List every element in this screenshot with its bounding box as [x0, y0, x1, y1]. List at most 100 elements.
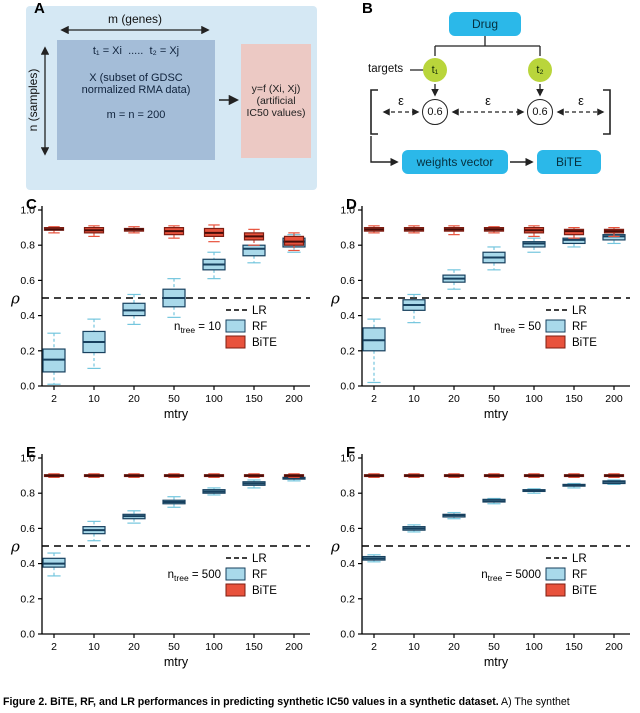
- chart-panel-d: D 0.0 0.2 0.4 0.6 0.8 1.0 2 10 20 50 100 150 200 mtry…: [320, 196, 640, 444]
- svg-text:0.8: 0.8: [340, 240, 355, 252]
- svg-text:ρ: ρ: [10, 537, 20, 555]
- epsilon-label-left: ε: [398, 93, 404, 108]
- svg-text:BiTE: BiTE: [252, 585, 277, 597]
- svg-text:2: 2: [51, 641, 57, 653]
- svg-text:0.2: 0.2: [340, 593, 355, 605]
- svg-text:1.0: 1.0: [20, 453, 35, 465]
- bracket-to-weights-arrow: [370, 136, 399, 167]
- panel-e-letter: E: [26, 444, 37, 461]
- svg-text:150: 150: [245, 641, 263, 653]
- svg-text:200: 200: [285, 393, 303, 405]
- matrix-header: t₁ = Xi ..... t₂ = Xj: [92, 45, 180, 57]
- svg-text:0.6: 0.6: [340, 523, 355, 535]
- svg-text:0.4: 0.4: [20, 558, 35, 570]
- svg-text:mtry: mtry: [484, 407, 509, 421]
- panel-a-arrows: [40, 25, 240, 156]
- drug-box: Drug: [449, 12, 521, 36]
- svg-text:RF: RF: [252, 321, 267, 333]
- caption-bold-text: Figure 2. BiTE, RF, and LR performances …: [3, 696, 499, 708]
- svg-text:0.0: 0.0: [20, 629, 35, 641]
- svg-text:LR: LR: [252, 305, 267, 317]
- svg-text:150: 150: [565, 641, 583, 653]
- boxplot-ntree-5000: 0.0 0.2 0.4 0.6 0.8 1.0 2 10 20 50 100 150 200 mtry ρ L…: [330, 453, 630, 669]
- svg-text:1.0: 1.0: [340, 205, 355, 217]
- panel-c-letter: C: [26, 196, 37, 213]
- svg-text:50: 50: [488, 641, 500, 653]
- boxplot-ntree-50: 0.0 0.2 0.4 0.6 0.8 1.0 2 10 20 50 100 150 200 mtry ρ L…: [330, 205, 630, 421]
- caption-regular-text: A) The synthet: [498, 696, 570, 708]
- svg-text:0.4: 0.4: [20, 310, 35, 322]
- svg-text:0.2: 0.2: [340, 345, 355, 357]
- panel-a: A m (genes) n (samples) t₁ = Xi ..... t₂…: [0, 0, 320, 196]
- drug-branch-lines: [434, 36, 541, 56]
- svg-text:mtry: mtry: [484, 655, 509, 669]
- svg-text:10: 10: [408, 641, 420, 653]
- svg-text:50: 50: [168, 641, 180, 653]
- panel-d-letter: D: [346, 196, 357, 213]
- panel-a-letter: A: [34, 0, 45, 17]
- n-samples-label: n (samples): [26, 68, 40, 132]
- svg-text:ntree = 10: ntree = 10: [174, 321, 221, 335]
- bite-box: BiTE: [537, 150, 601, 174]
- svg-text:20: 20: [448, 641, 460, 653]
- svg-text:0.0: 0.0: [20, 381, 35, 393]
- svg-text:100: 100: [205, 641, 223, 653]
- epsilon-label-middle: ε: [485, 93, 491, 108]
- svg-text:150: 150: [565, 393, 583, 405]
- matrix-dimensions: m = n = 200: [106, 109, 166, 121]
- svg-text:0.8: 0.8: [340, 488, 355, 500]
- svg-text:RF: RF: [572, 569, 587, 581]
- svg-text:0.8: 0.8: [20, 240, 35, 252]
- figure-caption: Figure 2. BiTE, RF, and LR performances …: [0, 692, 640, 713]
- right-bracket: [603, 89, 611, 135]
- svg-text:10: 10: [88, 393, 100, 405]
- panel-b-letter: B: [362, 0, 373, 17]
- svg-text:20: 20: [448, 393, 460, 405]
- svg-text:10: 10: [88, 641, 100, 653]
- svg-text:20: 20: [128, 393, 140, 405]
- svg-text:BiTE: BiTE: [252, 337, 277, 349]
- svg-text:50: 50: [488, 393, 500, 405]
- svg-text:1.0: 1.0: [340, 453, 355, 465]
- matrix-description: X (subset of GDSC normalized RMA data): [81, 72, 191, 96]
- svg-text:0.4: 0.4: [340, 558, 355, 570]
- svg-text:RF: RF: [572, 321, 587, 333]
- svg-text:ρ: ρ: [330, 537, 340, 555]
- svg-text:0.6: 0.6: [20, 275, 35, 287]
- svg-text:2: 2: [371, 393, 377, 405]
- svg-text:150: 150: [245, 393, 263, 405]
- svg-text:100: 100: [525, 641, 543, 653]
- svg-text:ntree = 5000: ntree = 5000: [481, 569, 541, 583]
- svg-text:200: 200: [605, 641, 623, 653]
- svg-text:0.4: 0.4: [340, 310, 355, 322]
- target-2-circle: t₂: [528, 58, 552, 82]
- svg-text:2: 2: [51, 393, 57, 405]
- panel-b-connectors: [370, 36, 611, 167]
- svg-text:100: 100: [205, 393, 223, 405]
- matrix-box: t₁ = Xi ..... t₂ = Xj X (subset of GDSC …: [57, 40, 215, 160]
- svg-text:LR: LR: [252, 553, 267, 565]
- svg-text:RF: RF: [252, 569, 267, 581]
- svg-text:100: 100: [525, 393, 543, 405]
- svg-text:LR: LR: [572, 305, 587, 317]
- targets-label: targets: [368, 63, 404, 75]
- chart-panel-f: F 0.0 0.2 0.4 0.6 0.8 1.0 2 10 20 50 100 150 200 mtry…: [320, 444, 640, 692]
- svg-text:1.0: 1.0: [20, 205, 35, 217]
- panel-f-letter: F: [346, 444, 356, 461]
- m-genes-label: m (genes): [107, 12, 163, 26]
- svg-text:0.2: 0.2: [20, 593, 35, 605]
- epsilon-label-right: ε: [578, 93, 584, 108]
- weight-1-circle: 0.6: [422, 99, 448, 125]
- chart-panel-e: E 0.0 0.2 0.4 0.6 0.8 1.0 2 10 20 50 100 150 200 mtry…: [0, 444, 320, 692]
- svg-text:20: 20: [128, 641, 140, 653]
- svg-text:BiTE: BiTE: [572, 337, 597, 349]
- svg-text:0.2: 0.2: [20, 345, 35, 357]
- svg-text:BiTE: BiTE: [572, 585, 597, 597]
- svg-text:mtry: mtry: [164, 407, 189, 421]
- svg-text:0.0: 0.0: [340, 381, 355, 393]
- boxplot-ntree-10: 0.0 0.2 0.4 0.6 0.8 1.0 2 10 20 50 100 150 200 mtry ρ L…: [10, 205, 310, 421]
- svg-text:10: 10: [408, 393, 420, 405]
- svg-text:0.6: 0.6: [340, 275, 355, 287]
- chart-panel-c: C 0.0 0.2 0.4 0.6 0.8 1.0 2 10 20 50 100 150 200 mtry…: [0, 196, 320, 444]
